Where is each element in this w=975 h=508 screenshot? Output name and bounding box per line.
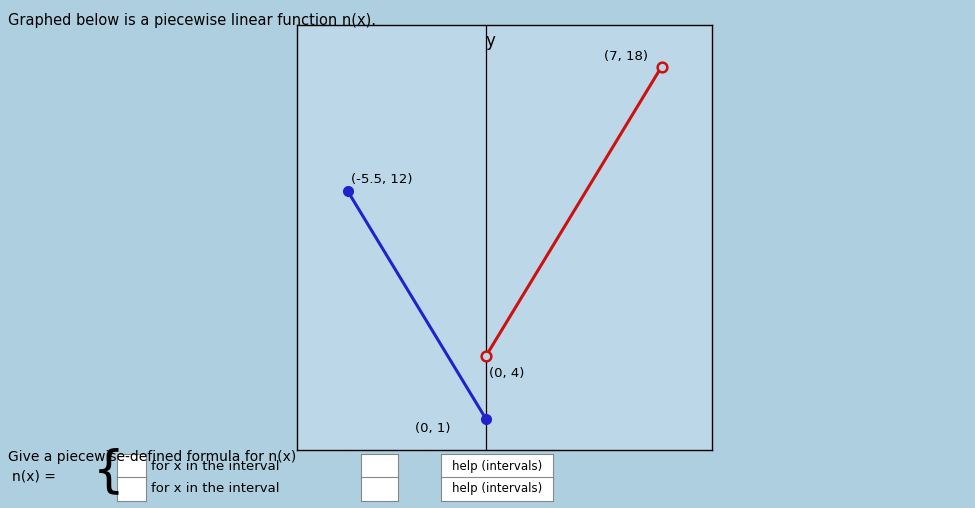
Text: (7, 18): (7, 18) [604,50,647,62]
Text: y: y [486,31,495,50]
Text: (0, 4): (0, 4) [489,367,525,380]
Text: help (intervals): help (intervals) [451,460,542,473]
Text: help (intervals): help (intervals) [451,482,542,495]
Text: (-5.5, 12): (-5.5, 12) [351,173,412,185]
Text: {: { [93,448,125,495]
Text: (0, 1): (0, 1) [415,422,450,435]
Text: Graphed below is a piecewise linear function n(x).: Graphed below is a piecewise linear func… [8,13,375,28]
Text: n(x) =: n(x) = [12,469,59,484]
Text: Give a piecewise-defined formula for n(x): Give a piecewise-defined formula for n(x… [8,450,296,464]
Text: for x in the interval: for x in the interval [151,482,280,495]
Text: for x in the interval: for x in the interval [151,460,280,473]
